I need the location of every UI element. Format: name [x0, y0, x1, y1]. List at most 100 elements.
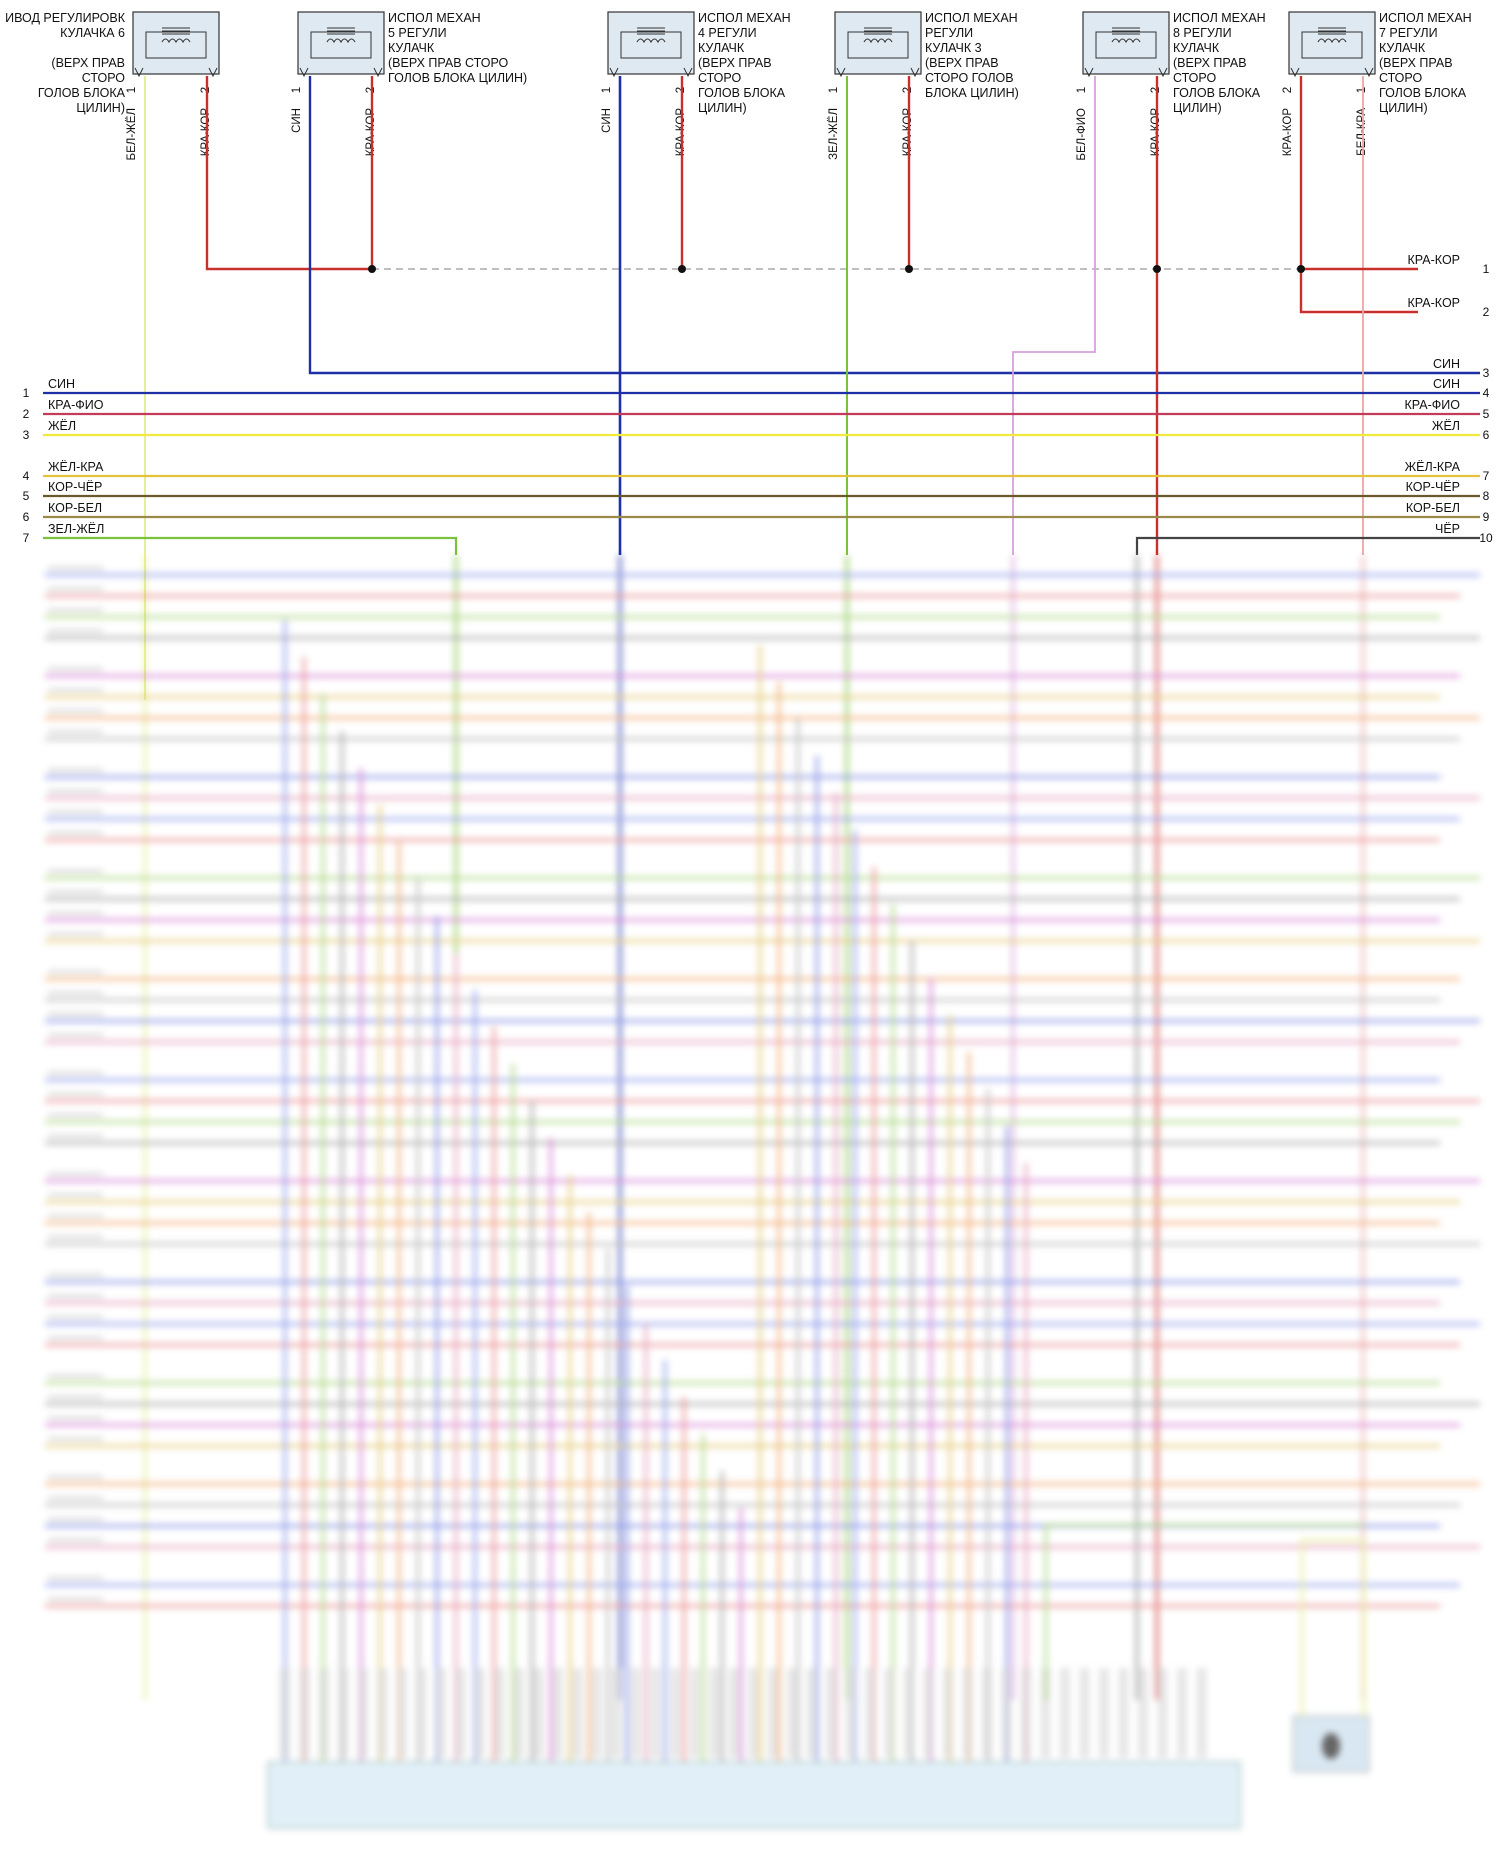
component-label-line: ИСПОЛ МЕХАН: [388, 11, 481, 25]
component-label-line: (ВЕРХ ПРАВ: [698, 56, 772, 70]
blurred-text: —————: [48, 705, 103, 717]
left-harness-number: 6: [23, 510, 30, 524]
right-harness-number: 10: [1479, 531, 1493, 545]
ecu-pin-label-block: [748, 1668, 758, 1758]
component-label-line: (ВЕРХ ПРАВ: [51, 56, 125, 70]
ecu-pin-label-block: [533, 1668, 544, 1758]
left-harness-number: 1: [23, 386, 30, 400]
right-harness-number: 3: [1483, 366, 1490, 380]
terminal-chevron-icon: [609, 67, 619, 78]
left-harness-number: 5: [23, 489, 30, 503]
component-label-line: ИСПОЛ МЕХАН: [1379, 11, 1472, 25]
blurred-text: —————: [48, 1471, 103, 1483]
ecu-pin-label-block: [436, 1668, 446, 1758]
ecu-pin-label-block: [923, 1668, 934, 1758]
pin-number: 2: [1282, 87, 1294, 93]
ecu-pin-label-block: [1177, 1668, 1187, 1758]
coil-icon: [1317, 38, 1347, 44]
wire-kra-kor: [1299, 76, 1418, 314]
blurred-text: —————: [48, 1391, 103, 1403]
connector-frame: [620, 31, 682, 59]
terminal-chevron-icon: [1158, 67, 1168, 78]
pin-wire-label: БЕЛ-ФИО: [1076, 108, 1088, 161]
terminal-chevron-icon: [1364, 67, 1374, 78]
pin-number: 1: [828, 87, 840, 93]
blurred-text: —————: [48, 625, 103, 637]
right-harness-label: КРА-КОР: [1408, 296, 1460, 310]
component-label-line: КУЛАЧК: [698, 41, 745, 55]
blurred-text: —————: [48, 907, 103, 919]
left-harness-number: 4: [23, 469, 30, 483]
left-harness-label: КОР-БЕЛ: [48, 501, 102, 515]
component-label-line: ИСПОЛ МЕХАН: [698, 11, 791, 25]
junction-dot: [368, 265, 376, 273]
ecu-pin-label-block: [1040, 1668, 1051, 1758]
coil-icon: [636, 38, 666, 44]
connector-frame: [145, 31, 207, 59]
terminal-chevron-icon: [683, 67, 693, 78]
blurred-text: —————: [48, 764, 103, 776]
left-harness-label: СИН: [48, 377, 75, 391]
blurred-text: —————: [48, 1311, 103, 1323]
ecu-pin-label-block: [631, 1668, 641, 1758]
ecu-pin-label-block: [904, 1668, 914, 1758]
ecu-pin-label-block: [1021, 1668, 1031, 1758]
upper-wires: [43, 76, 1480, 700]
component-label-line: (ВЕРХ ПРАВ: [1379, 56, 1453, 70]
component-label-line: ЦИЛИН): [698, 101, 747, 115]
blurred-text: —————: [48, 865, 103, 877]
pin-number: 1: [1356, 87, 1368, 93]
ecu-pin-label-block: [709, 1668, 719, 1758]
blurred-text: —————: [48, 1210, 103, 1222]
blurred-text: —————: [48, 1572, 103, 1584]
blurred-text: —————: [48, 1593, 103, 1605]
ecu-pin-label-block: [943, 1668, 953, 1758]
ecu-pin-label-block: [299, 1668, 310, 1758]
pin-number: 1: [291, 87, 303, 93]
component-label-line: ГОЛОВ БЛОКА: [38, 86, 126, 100]
blurred-text: —————: [48, 966, 103, 978]
ecu-pin-label-block: [1001, 1668, 1012, 1758]
blurred-text: —————: [48, 604, 103, 616]
blurred-text: —————: [48, 1109, 103, 1121]
ecu-pin-label-block: [962, 1668, 973, 1758]
ecu-pin-label-block: [319, 1668, 329, 1758]
wire-sin: [308, 76, 1480, 375]
connector-frame: [1095, 31, 1157, 59]
blurred-text: —————: [48, 1492, 103, 1504]
ecu-pin-label-block: [455, 1668, 466, 1758]
junction-dot: [678, 265, 686, 273]
blurred-text: —————: [48, 1332, 103, 1344]
terminal-chevron-icon: [1290, 67, 1300, 78]
ecu-connector-block: [267, 1761, 1241, 1829]
component-label-line: КУЛАЧК 3: [925, 41, 982, 55]
pin-number: 1: [1076, 87, 1088, 93]
component-label-line: 8 РЕГУЛИ: [1173, 26, 1232, 40]
ecu-pin-label-block: [397, 1668, 407, 1758]
coil-icon: [161, 38, 191, 44]
sensor-wire: [1044, 1523, 1364, 1700]
harness-labels: 1 СИН 2 КРА-ФИО 3 ЖЁЛ 4 ЖЁЛ-КРА 5 КОР-ЧЁР 6 КОР-БЕЛ…: [23, 253, 1493, 545]
right-harness-label: КРА-ФИО: [1405, 398, 1461, 412]
junction-dot: [1297, 265, 1305, 273]
terminal-chevron-icon: [910, 67, 920, 78]
ecu-pin-label-block: [572, 1668, 583, 1758]
right-harness-label: ЖЁЛ: [1432, 419, 1460, 433]
component-label-line: БЛОКА ЦИЛИН): [925, 86, 1019, 100]
blurred-text: —————: [48, 583, 103, 595]
blurred-text: —————: [48, 806, 103, 818]
sensor-icon: [1322, 1733, 1340, 1759]
ecu-pin-label-block: [650, 1668, 661, 1758]
ecu-pin-label-block: [689, 1668, 700, 1758]
harness-line: [1135, 536, 1480, 555]
ecu-pin-label-block: [1118, 1668, 1129, 1758]
right-harness-label: ЖЁЛ-КРА: [1405, 460, 1461, 474]
component-label-line: ИСПОЛ МЕХАН: [1173, 11, 1266, 25]
component-label-line: (ВЕРХ ПРАВ СТОРО: [388, 56, 509, 70]
terminal-chevron-icon: [836, 67, 846, 78]
